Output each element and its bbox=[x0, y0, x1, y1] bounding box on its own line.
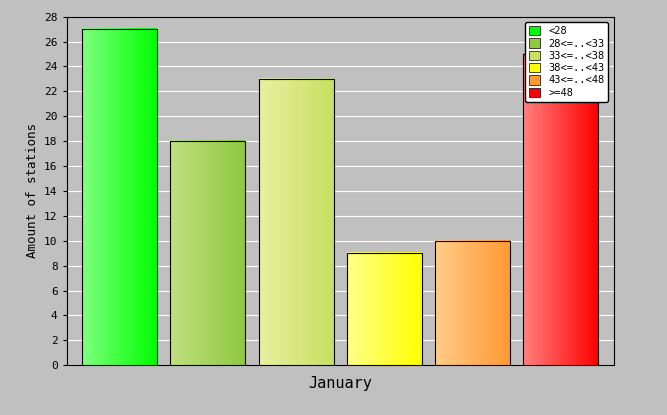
Bar bbox=[523, 54, 598, 365]
Bar bbox=[170, 141, 245, 365]
Bar bbox=[347, 253, 422, 365]
Y-axis label: Amount of stations: Amount of stations bbox=[25, 123, 39, 259]
Bar bbox=[259, 79, 334, 365]
Legend: <28, 28<=..<33, 33<=..<38, 38<=..<43, 43<=..<48, >=48: <28, 28<=..<33, 33<=..<38, 38<=..<43, 43… bbox=[525, 22, 608, 102]
X-axis label: January: January bbox=[308, 376, 372, 391]
Bar bbox=[82, 29, 157, 365]
Bar bbox=[435, 241, 510, 365]
